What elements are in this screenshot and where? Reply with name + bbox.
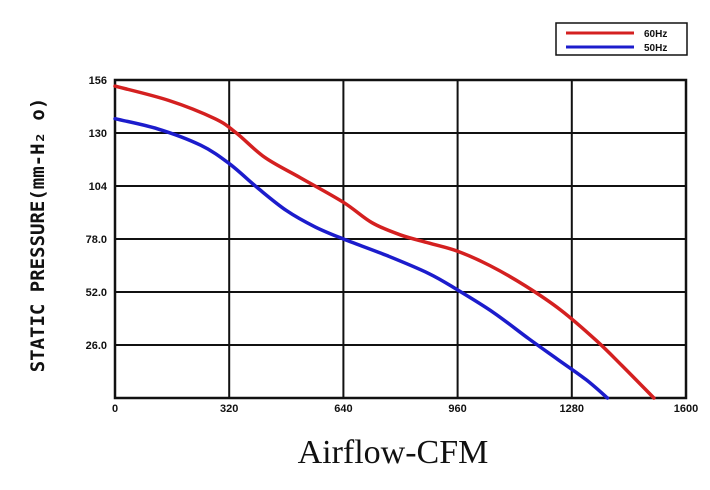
y-axis-label: STATIC PRESSURE(mm-H₂ o) [27, 98, 49, 373]
y-tick-label: 130 [89, 128, 107, 140]
legend-label-60hz: 60Hz [644, 29, 667, 40]
legend-box [555, 22, 688, 56]
x-tick-label: 1280 [560, 403, 584, 415]
series-lines [113, 84, 656, 400]
x-tick-label: 320 [220, 403, 238, 415]
series-line-60hz [113, 84, 656, 400]
plot-grid [113, 78, 688, 400]
legend-label-50hz: 50Hz [644, 43, 667, 54]
x-tick-label: 0 [112, 403, 118, 415]
series-line-50hz [113, 116, 610, 400]
y-tick-labels: 26.0 52.0 78.0 104 130 156 [86, 75, 108, 352]
legend: 60Hz 50Hz [555, 22, 688, 56]
x-tick-label: 640 [334, 403, 352, 415]
y-tick-label: 156 [89, 75, 107, 87]
x-tick-label: 1600 [674, 403, 698, 415]
y-tick-label: 52.0 [86, 287, 107, 299]
y-tick-label: 104 [89, 181, 108, 193]
plot-frame [113, 78, 688, 400]
y-tick-label: 78.0 [86, 234, 107, 246]
y-tick-label: 26.0 [86, 340, 107, 352]
x-tick-label: 960 [448, 403, 466, 415]
x-axis-label: Airflow-CFM [298, 434, 489, 471]
x-tick-labels: 0 320 640 960 1280 1600 [112, 403, 698, 415]
